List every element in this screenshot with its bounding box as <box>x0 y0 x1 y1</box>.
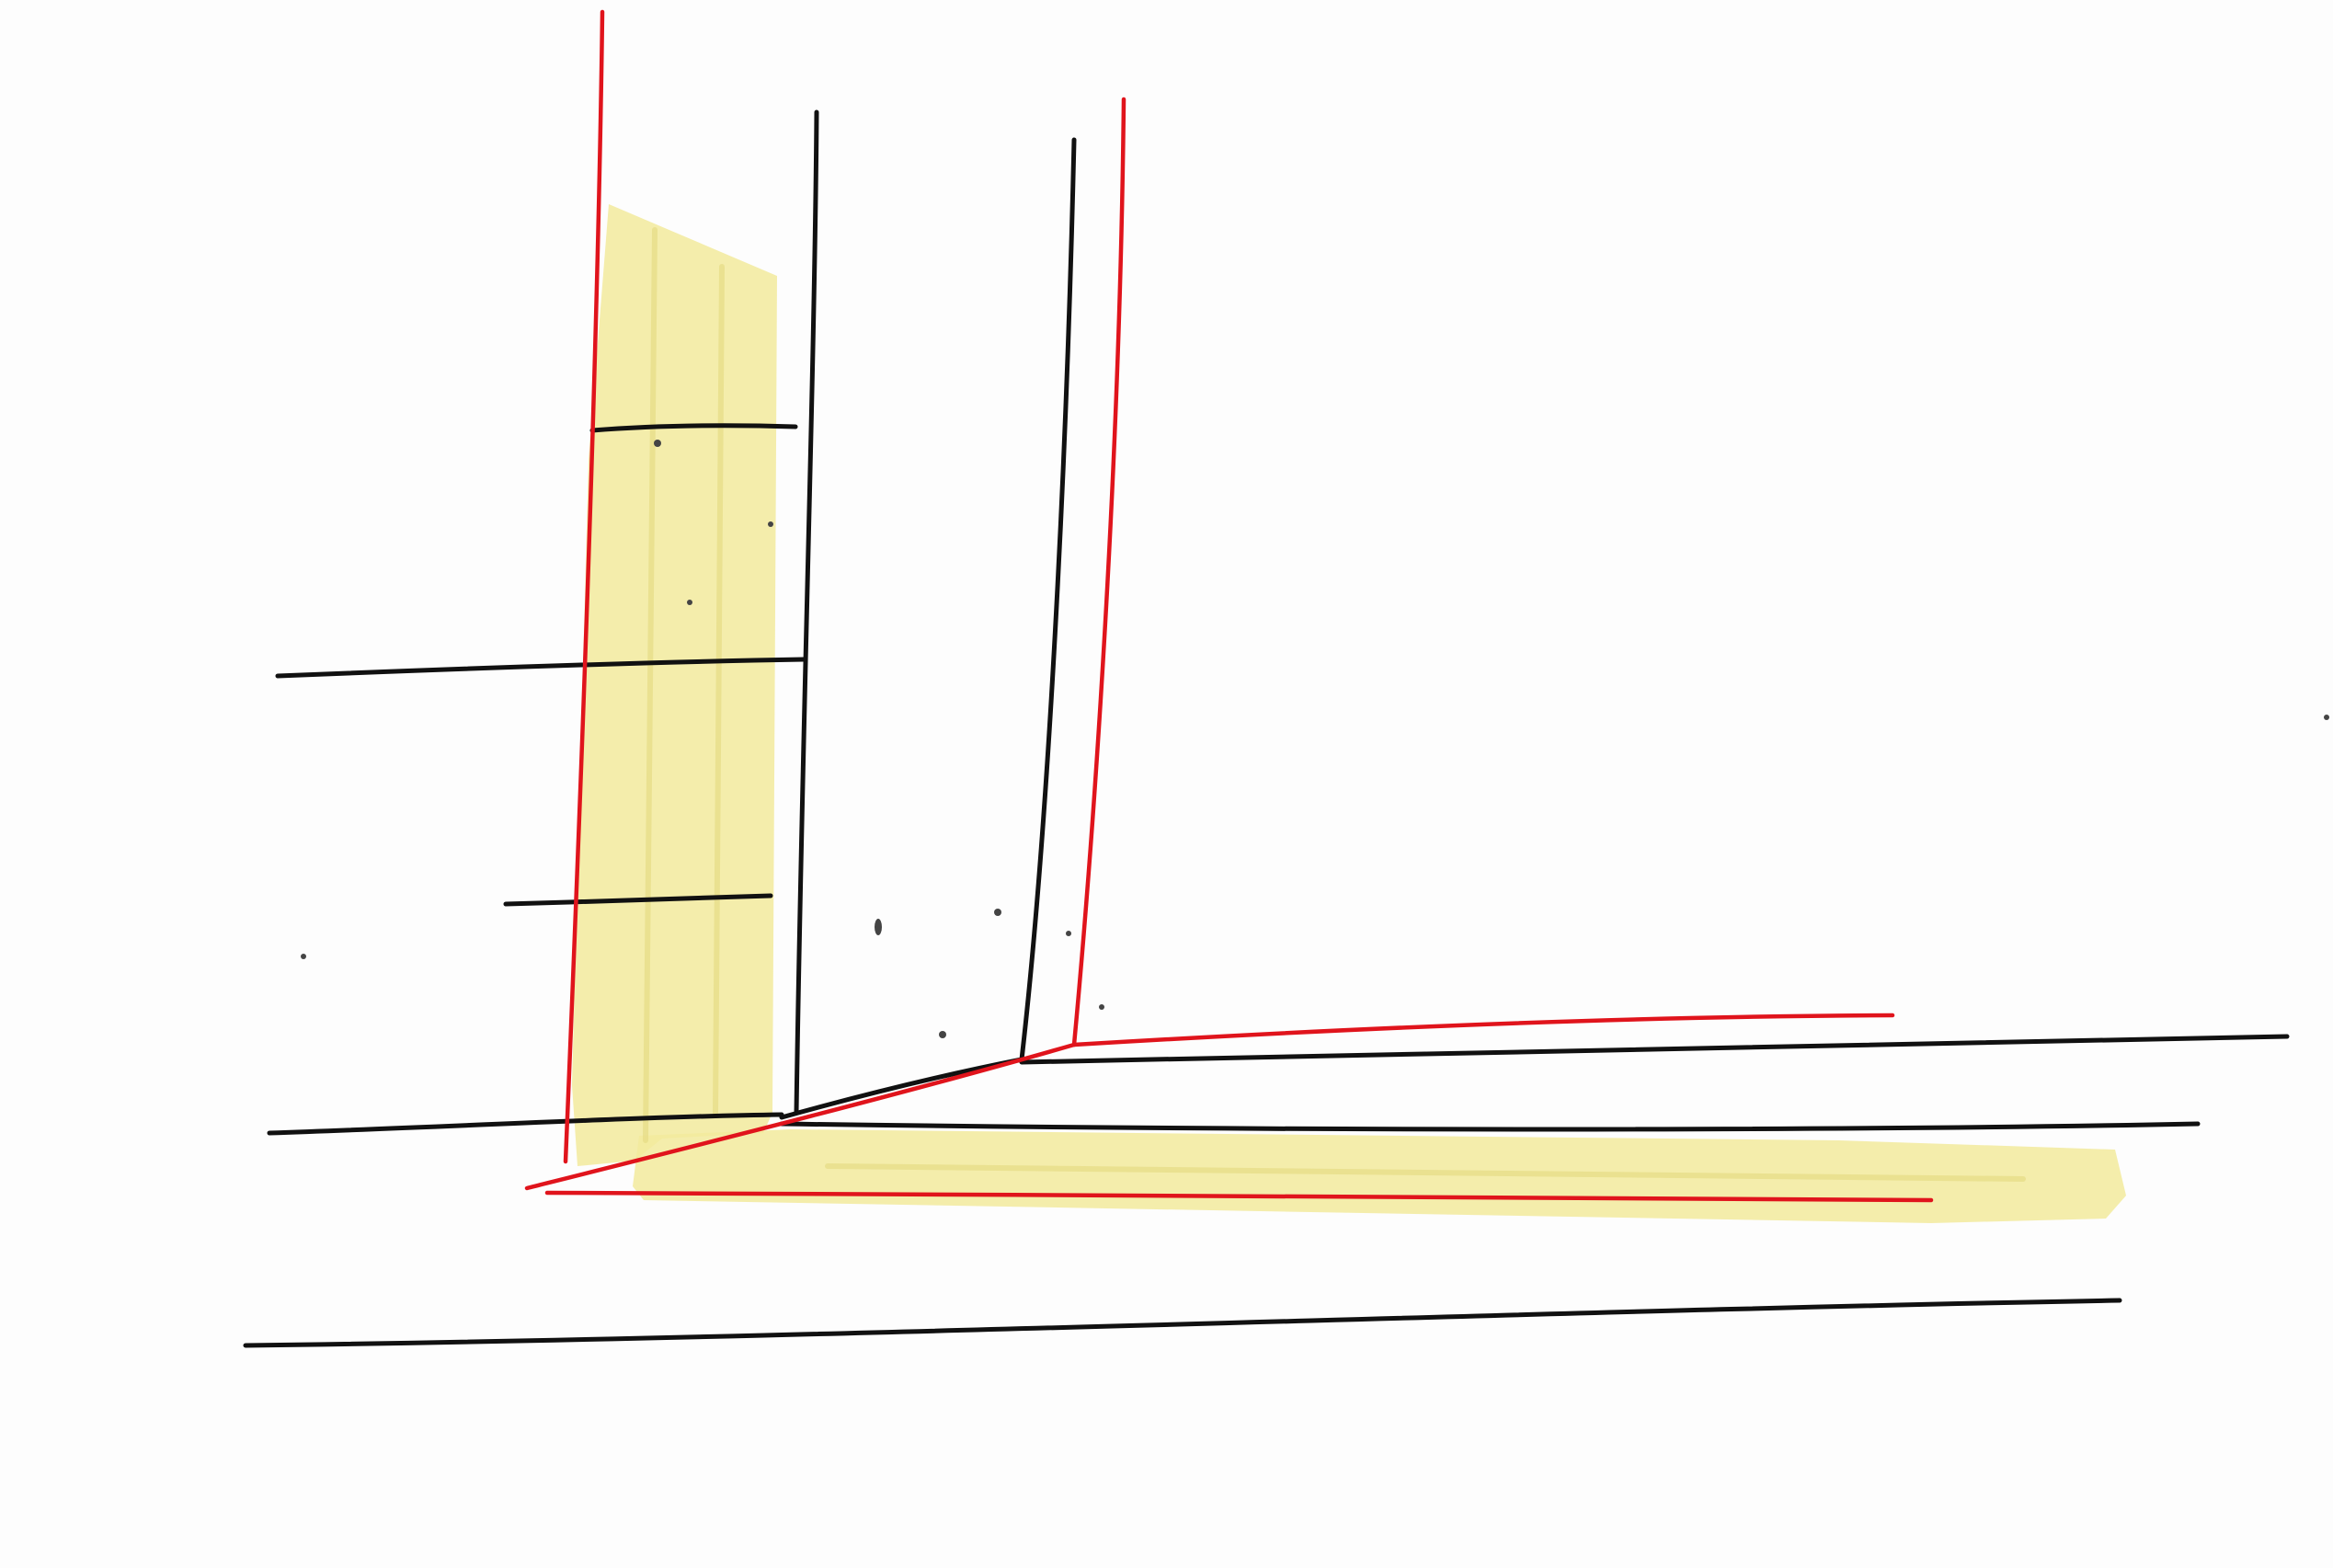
ink-speck <box>768 521 773 527</box>
upper-floor-line <box>1019 1034 2290 1065</box>
ink-speck <box>1066 931 1071 936</box>
ink-speck <box>301 954 306 959</box>
red-ink-layer <box>524 9 1934 1203</box>
highlight-streak <box>713 264 725 1116</box>
diagonal-corner-line <box>779 1057 1024 1120</box>
left-wall-line <box>794 109 819 1116</box>
ink-speck <box>654 440 661 447</box>
vertical-highlight-band <box>572 204 777 1166</box>
right-wall-line <box>1019 137 1077 1062</box>
right-red-outline <box>1071 97 1126 1047</box>
highlight-streak <box>643 227 658 1143</box>
ink-speck <box>2324 715 2329 720</box>
red-diagonal-corner <box>524 1042 1077 1191</box>
speck-layer <box>301 440 2329 1038</box>
red-upper-floor <box>1071 1013 1895 1047</box>
ink-speck <box>939 1031 946 1038</box>
ink-speck <box>994 909 1001 916</box>
ink-speck <box>875 919 882 935</box>
ink-speck <box>1099 1004 1104 1010</box>
base-line <box>243 1298 2122 1348</box>
tick-line <box>267 1112 784 1136</box>
tick-line <box>589 423 798 433</box>
tick-line <box>503 893 773 907</box>
highlight-streak <box>825 1163 2026 1182</box>
left-red-outline <box>563 9 605 1164</box>
ink-speck <box>687 600 692 605</box>
red-lower-floor <box>544 1190 1934 1203</box>
lower-floor-line <box>779 1121 2201 1132</box>
black-ink-layer <box>243 109 2290 1348</box>
tick-line <box>275 657 806 679</box>
